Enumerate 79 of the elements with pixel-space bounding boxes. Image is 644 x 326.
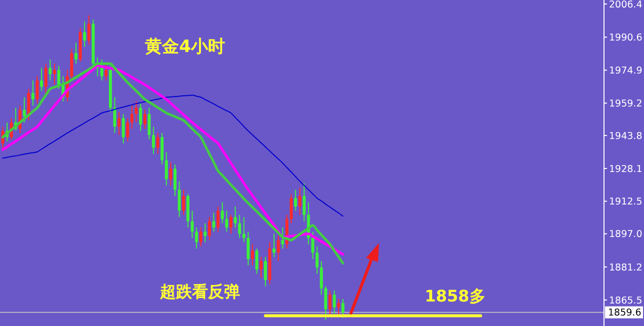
candlestick [139, 103, 142, 132]
candlestick [328, 290, 332, 316]
candlestick [160, 132, 164, 165]
candlestick [246, 231, 250, 266]
candlestick [255, 248, 258, 274]
y-tick-label: 1912.5 [609, 196, 642, 208]
candlestick [264, 256, 267, 287]
candlestick [294, 189, 298, 212]
candlestick [87, 14, 90, 46]
candlestick [229, 214, 232, 234]
candlestick [83, 21, 86, 48]
candlestick [100, 58, 104, 81]
candlestick [169, 162, 172, 186]
candlestick [250, 244, 254, 266]
candlestick [70, 48, 74, 81]
candlestick [113, 96, 116, 134]
annotation: 超跌看反弹 [159, 282, 240, 301]
candlestick [126, 118, 130, 142]
candlestick [220, 202, 224, 224]
candlestick [48, 58, 52, 81]
candlestick [208, 216, 211, 241]
candlestick [195, 226, 198, 249]
candlestick [122, 114, 125, 144]
candlestick [204, 222, 207, 243]
candlestick [22, 96, 26, 123]
candlestick [152, 126, 155, 154]
candlestick [316, 246, 319, 274]
candlestick [148, 107, 151, 140]
candlestick [178, 180, 181, 218]
candlestick [182, 189, 186, 216]
candlestick [57, 65, 60, 90]
candlestick [40, 67, 44, 92]
candlestick [341, 298, 344, 318]
candlestick [31, 80, 34, 106]
y-tick-label: 2006.4 [609, 0, 642, 10]
y-tick-label: 1974.9 [609, 65, 642, 76]
candlestick [242, 216, 246, 243]
candlestick [337, 298, 340, 316]
candlestick [104, 63, 108, 81]
candlestick [276, 235, 280, 262]
y-tick-label: 1881.2 [609, 262, 642, 274]
candlestick [36, 76, 39, 104]
candlestick [190, 210, 194, 238]
candlestick [199, 226, 202, 247]
candlestick [74, 42, 78, 64]
candlestick [298, 187, 302, 216]
candlestick [52, 63, 56, 86]
candlestick [320, 260, 323, 296]
y-tick-label: 1928.1 [609, 164, 642, 175]
candlestick [44, 63, 48, 94]
line-series [2, 94, 344, 217]
y-tick-label: 1865.5 [609, 295, 642, 306]
candlestick [134, 100, 138, 123]
candlestick [174, 164, 176, 196]
annotation: 1858多 [424, 286, 486, 306]
y-tick-label: 1897.0 [609, 229, 642, 240]
candlestick [156, 132, 160, 154]
candlestick [238, 214, 242, 238]
y-tick-label: 1943.8 [609, 130, 642, 142]
candlestick [332, 290, 336, 314]
candlestick [225, 210, 228, 232]
candlestick [260, 256, 263, 278]
candlestick [302, 182, 306, 222]
text: 黄金4小时 [144, 37, 225, 57]
candlestick [311, 231, 314, 260]
candlestick [164, 151, 168, 186]
candlestick [272, 233, 276, 258]
candlestick [212, 212, 216, 232]
candlestick [130, 105, 134, 130]
y-tick-label: 1959.2 [609, 98, 642, 110]
candlestick [290, 193, 293, 224]
y-tick-label: 1990.6 [609, 32, 642, 44]
ref-line-label: 1859.6 [608, 308, 642, 319]
candlestick [216, 206, 220, 232]
candlestick [324, 286, 328, 320]
candlestick [118, 111, 121, 136]
candlestick [234, 206, 237, 228]
candlestick [281, 226, 284, 249]
candlestick [143, 109, 146, 130]
